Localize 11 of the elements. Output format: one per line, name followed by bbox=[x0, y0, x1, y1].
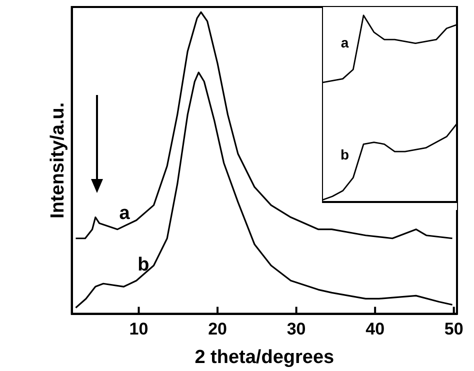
x-tick-label: 30 bbox=[286, 320, 306, 339]
x-tick-label: 20 bbox=[208, 320, 227, 339]
series-label: a bbox=[119, 203, 130, 224]
series-label: a bbox=[340, 34, 349, 51]
series-label: b bbox=[340, 146, 350, 163]
x-tick-label: 40 bbox=[366, 320, 385, 339]
x-tick-label: 10 bbox=[129, 320, 148, 339]
y-axis-title: Intensity/a.u. bbox=[48, 102, 69, 218]
series-label: b bbox=[138, 254, 150, 276]
x-tick-label: 50 bbox=[444, 320, 464, 339]
x-axis-title: 2 theta/degrees bbox=[194, 346, 334, 368]
